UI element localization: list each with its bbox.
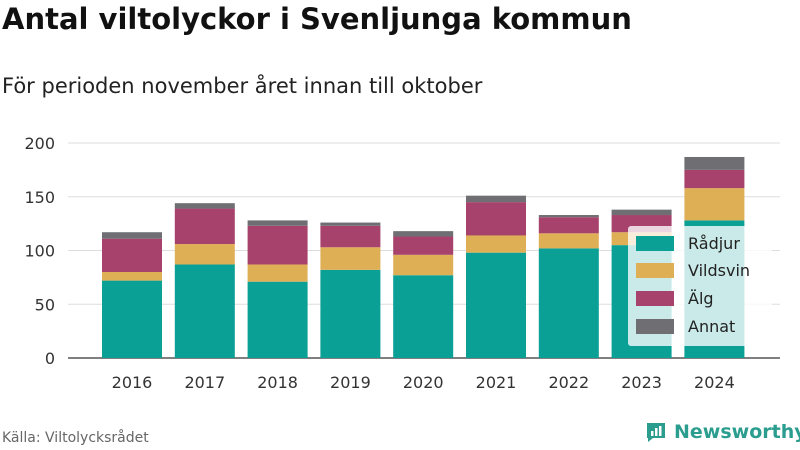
x-tick-label: 2021 [476,373,517,392]
legend-item-alg: Älg [636,289,714,308]
bar-segment [320,222,381,226]
bar-segment [174,244,235,265]
bar-segment [684,156,745,170]
bar-segment [538,217,599,234]
bar-segment [466,235,526,253]
bar-segment [247,281,308,358]
legend-label-radjur: Rådjur [688,234,740,253]
bar-segment [466,252,526,358]
bar-segment [684,188,745,221]
bar-segment [320,225,381,248]
bar-segment [393,231,454,237]
legend-label-annat: Annat [688,317,736,336]
bar-segment [538,233,599,249]
chart-title: Antal viltolyckor i Svenljunga kommun [2,2,632,36]
legend-swatch-annat [636,319,674,334]
bar-segment [174,208,235,245]
y-tick-label: 150 [24,188,55,207]
brand-logo: Newsworthy [644,420,800,444]
bar-segment [538,248,599,358]
y-tick-label: 100 [24,242,55,261]
legend-label-vildsvin: Vildsvin [688,261,751,280]
bar-segment [102,280,162,358]
chart-subtitle: För perioden november året innan till ok… [2,74,483,98]
x-tick-label: 2023 [621,373,662,392]
bar-segment [466,202,526,236]
legend-swatch-vildsvin [636,263,674,278]
x-tick-label: 2022 [548,373,589,392]
brand-name: Newsworthy [674,421,800,443]
legend-item-radjur: Rådjur [636,234,740,253]
bar-segment [320,269,381,358]
chart-legend: Rådjur Vildsvin Älg Annat [628,226,772,346]
bar-segment [611,209,672,216]
bar-segment [538,215,599,218]
legend-swatch-radjur [636,236,674,251]
x-tick-label: 2016 [112,373,153,392]
y-tick-label: 0 [45,349,55,368]
x-tick-label: 2018 [257,373,298,392]
legend-swatch-alg [636,291,674,306]
bar-segment [393,254,454,276]
newsworthy-logo-icon [647,423,665,442]
y-tick-label: 200 [24,134,55,153]
source-note: Källa: Viltolycksrådet [2,430,149,446]
x-tick-label: 2017 [184,373,225,392]
x-tick-label: 2019 [330,373,371,392]
bar-segment [393,236,454,255]
y-tick-label: 50 [35,295,55,314]
bar-segment [393,275,454,358]
bar-segment [102,232,162,239]
bar-segment [102,272,162,281]
bar-segment [247,264,308,282]
bar-segment [174,264,235,358]
legend-item-annat: Annat [636,317,735,336]
bar-segment [174,203,235,209]
bar-segment [320,247,381,270]
bar-segment [247,225,308,265]
x-tick-label: 2024 [694,373,735,392]
x-tick-label: 2020 [403,373,444,392]
bar-segment [247,220,308,226]
legend-label-alg: Älg [688,289,714,308]
bar-segment [684,169,745,189]
bar-segment [466,195,526,203]
legend-item-vildsvin: Vildsvin [636,261,750,280]
bar-segment [102,238,162,272]
